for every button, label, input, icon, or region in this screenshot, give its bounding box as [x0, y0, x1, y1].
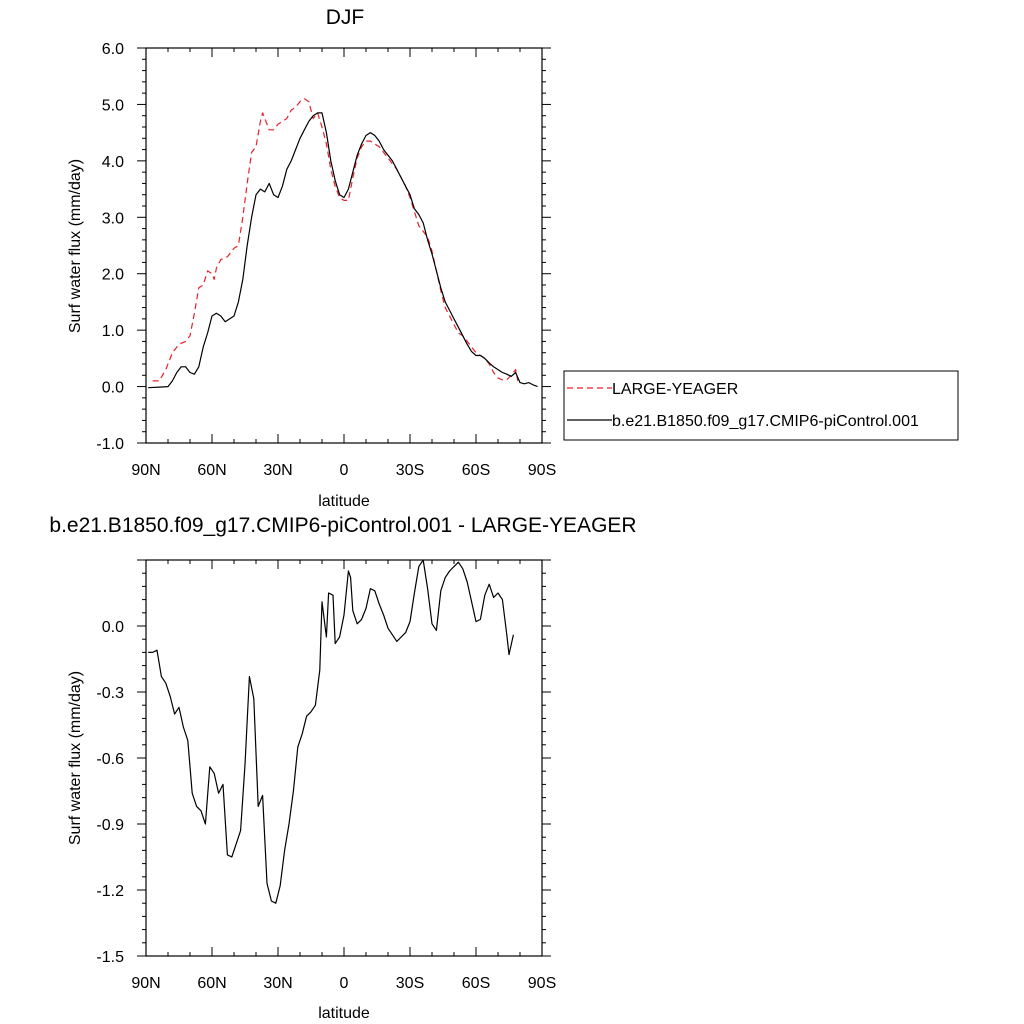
- bottom-plot-frame: [145, 559, 543, 957]
- top-x-tick-label: 90N: [131, 462, 160, 479]
- top-x-axis-label: latitude: [318, 493, 370, 510]
- top-y-tick-label: 1.0: [102, 323, 124, 340]
- bottom-chart-tick-labels: 90N 60N 30N 0 30S 60S 90S -1.5 -1.2 -0.9 -0.6 -0.3 0…: [96, 619, 556, 992]
- legend-label-large-yeager: LARGE-YEAGER: [612, 381, 738, 398]
- bottom-chart: b.e21.B1850.f09_g17.CMIP6-piControl.001 …: [49, 514, 636, 1022]
- bottom-chart-title: b.e21.B1850.f09_g17.CMIP6-piControl.001 …: [49, 514, 636, 537]
- top-series-line-0: [152, 98, 519, 382]
- bottom-chart-ticks: [137, 559, 551, 957]
- bottom-y-axis-label: Surf water flux (mm/day): [67, 671, 84, 845]
- top-y-tick-label: 0.0: [102, 380, 124, 397]
- bottom-y-tick-label: -1.2: [96, 883, 124, 900]
- legend-box: [563, 370, 959, 441]
- bottom-x-tick-label: 60N: [197, 975, 226, 992]
- top-chart-title: DJF: [326, 6, 365, 29]
- top-chart: DJF 90N 60N 30N 0 30S 60S 90S -1.0 0.0 1.0 2.0 3.0 4…: [67, 6, 556, 510]
- top-y-axis-label: Surf water flux (mm/day): [67, 159, 84, 333]
- bottom-y-tick-label: 0.0: [102, 619, 124, 636]
- legend-label-picontrol: b.e21.B1850.f09_g17.CMIP6-piControl.001: [612, 413, 919, 430]
- bottom-y-tick-label: -0.3: [96, 685, 124, 702]
- bottom-x-tick-label: 30S: [396, 975, 424, 992]
- bottom-x-tick-label: 90S: [528, 975, 556, 992]
- bottom-x-tick-label: 30N: [263, 975, 292, 992]
- top-y-tick-label: 3.0: [102, 210, 124, 227]
- bottom-x-tick-label: 90N: [131, 975, 160, 992]
- top-x-tick-label: 60S: [462, 462, 490, 479]
- bottom-x-tick-label: 0: [340, 975, 349, 992]
- bottom-chart-lines: [148, 560, 514, 904]
- top-y-tick-label: 4.0: [102, 154, 124, 171]
- bottom-y-tick-label: -0.9: [96, 817, 124, 834]
- top-chart-tick-labels: 90N 60N 30N 0 30S 60S 90S -1.0 0.0 1.0 2.0 3.0 4.0 5.…: [96, 41, 556, 479]
- top-x-tick-label: 90S: [528, 462, 556, 479]
- top-series-line-1: [148, 112, 538, 389]
- top-x-tick-label: 30S: [396, 462, 424, 479]
- top-y-tick-label: 6.0: [102, 41, 124, 58]
- top-chart-lines: [148, 98, 538, 389]
- bottom-x-tick-label: 60S: [462, 975, 490, 992]
- top-x-tick-label: 0: [340, 462, 349, 479]
- top-x-tick-label: 60N: [197, 462, 226, 479]
- bottom-y-tick-label: -0.6: [96, 751, 124, 768]
- bottom-series-line-0: [148, 560, 514, 904]
- top-y-tick-label: -1.0: [96, 436, 124, 453]
- bottom-x-axis-label: latitude: [318, 1005, 370, 1022]
- top-y-tick-label: 5.0: [102, 97, 124, 114]
- top-y-tick-label: 2.0: [102, 267, 124, 284]
- bottom-y-tick-label: -1.5: [96, 949, 124, 966]
- top-plot-frame: [145, 47, 543, 444]
- top-x-tick-label: 30N: [263, 462, 292, 479]
- top-chart-ticks: [137, 47, 551, 444]
- legend: LARGE-YEAGER b.e21.B1850.f09_g17.CMIP6-p…: [563, 370, 959, 441]
